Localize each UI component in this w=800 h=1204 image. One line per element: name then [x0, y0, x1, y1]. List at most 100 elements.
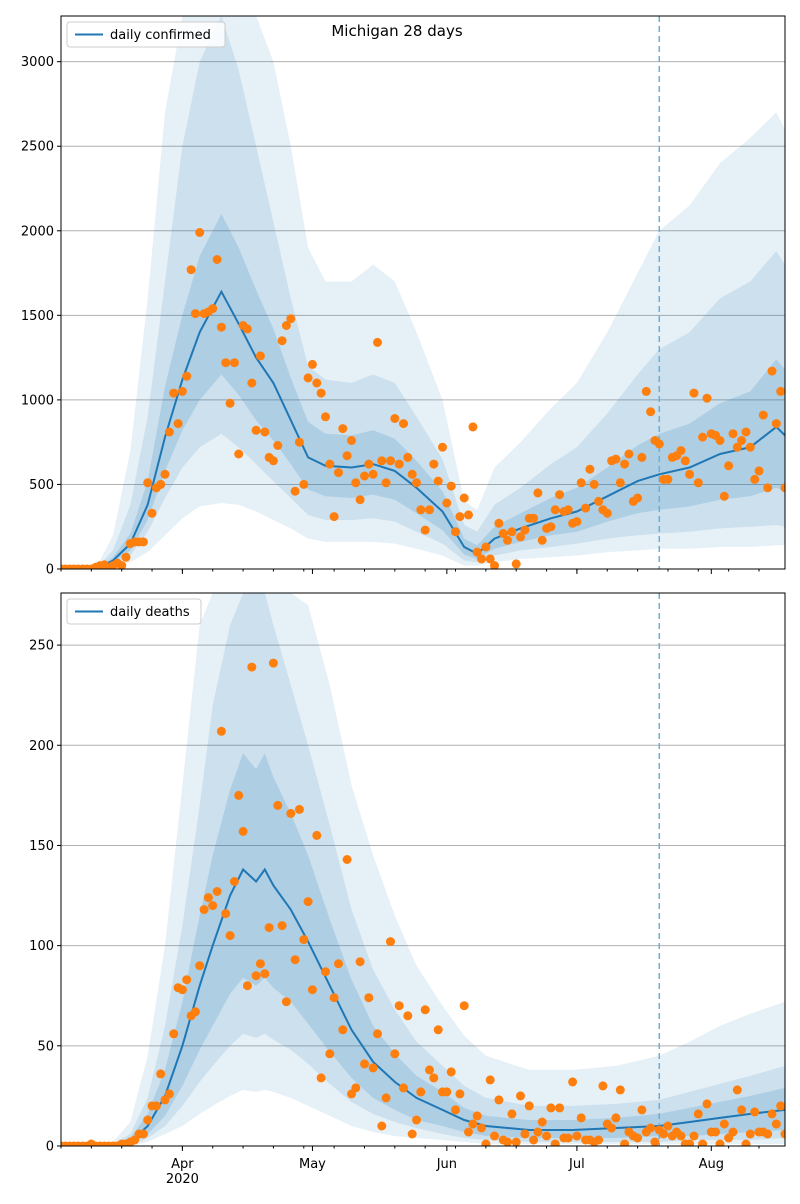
observed-point	[277, 921, 287, 931]
observed-point	[138, 537, 148, 547]
y-tick-label: 50	[37, 1039, 54, 1054]
observed-point	[329, 512, 339, 522]
confidence-band-1	[61, 16, 785, 569]
observed-point	[321, 412, 330, 422]
y-tick-label: 3000	[21, 55, 54, 70]
observed-point	[511, 1137, 521, 1146]
observed-point	[715, 1139, 725, 1146]
observed-point	[620, 459, 630, 469]
observed-point	[594, 496, 604, 506]
y-tick-label: 0	[46, 563, 54, 578]
observed-point	[507, 1109, 517, 1119]
observed-point	[312, 830, 322, 840]
observed-point	[347, 436, 356, 445]
observed-point	[199, 905, 209, 915]
observed-point	[555, 490, 565, 500]
observed-point	[182, 975, 192, 985]
observed-point	[225, 931, 235, 941]
y-tick-label: 150	[29, 839, 54, 854]
observed-point	[399, 1083, 408, 1093]
observed-point	[216, 726, 226, 736]
observed-point	[425, 1065, 434, 1075]
observed-point	[550, 1139, 560, 1146]
observed-point	[537, 1117, 547, 1127]
observed-point	[581, 503, 591, 513]
plot-area	[61, 593, 785, 1146]
observed-point	[299, 479, 309, 489]
observed-point	[767, 1109, 777, 1119]
observed-point	[594, 1135, 604, 1145]
observed-point	[386, 937, 395, 947]
observed-point	[702, 393, 712, 403]
observed-point	[503, 535, 512, 545]
observed-point	[373, 1029, 382, 1039]
observed-point	[121, 552, 131, 562]
observed-point	[268, 456, 278, 466]
observed-point	[663, 474, 673, 484]
observed-point	[529, 513, 539, 523]
observed-point	[381, 478, 391, 488]
observed-point	[334, 468, 343, 478]
observed-point	[307, 359, 317, 369]
observed-point	[277, 336, 287, 346]
observed-point	[325, 1049, 335, 1059]
observed-point	[750, 1107, 760, 1117]
observed-point	[468, 422, 478, 432]
observed-point	[563, 1133, 573, 1143]
observed-point	[442, 1087, 452, 1097]
legend: daily deaths	[66, 598, 202, 625]
confidence-band-3	[61, 213, 785, 569]
observed-point	[273, 800, 283, 810]
observed-point	[689, 388, 699, 398]
observed-point	[407, 1129, 417, 1139]
observed-point	[572, 517, 582, 527]
confidence-band-2	[61, 16, 785, 569]
observed-point	[420, 525, 430, 535]
observed-point	[503, 1137, 512, 1146]
observed-point	[520, 1129, 530, 1139]
observed-point	[745, 1129, 755, 1139]
observed-point	[702, 1099, 712, 1109]
observed-point	[177, 985, 187, 995]
observed-point	[633, 1133, 643, 1143]
y-tick-label: 1000	[21, 393, 54, 408]
observed-point	[221, 358, 231, 368]
observed-point	[377, 1121, 387, 1131]
observed-point	[490, 1131, 499, 1141]
observed-point	[143, 1115, 153, 1125]
x-tick-label: Jun	[436, 1157, 457, 1172]
observed-point	[316, 388, 326, 398]
observed-point	[607, 1123, 617, 1133]
observed-point	[229, 877, 239, 886]
observed-point	[516, 532, 525, 542]
observed-point	[334, 959, 343, 969]
observed-point	[303, 373, 313, 383]
axes-frame	[60, 15, 786, 570]
y-tick-label: 100	[29, 939, 54, 954]
observed-point	[294, 437, 304, 447]
observed-point	[468, 1119, 478, 1129]
observed-point	[771, 1119, 781, 1129]
observed-point	[472, 547, 482, 557]
confidence-band-2	[61, 593, 785, 1146]
observed-point	[451, 527, 460, 537]
observed-point	[299, 935, 309, 945]
observed-point	[390, 1049, 400, 1059]
observed-point	[117, 561, 127, 569]
observed-point	[498, 529, 508, 538]
observed-point	[438, 442, 447, 452]
observed-point	[255, 959, 265, 969]
observed-point	[195, 961, 205, 971]
observed-point	[576, 478, 586, 488]
observed-point	[481, 1139, 491, 1146]
observed-point	[386, 456, 395, 466]
observed-point	[290, 955, 300, 965]
observed-point	[659, 1129, 669, 1139]
observed-point	[212, 255, 222, 264]
observed-point	[360, 471, 369, 481]
observed-point	[234, 449, 244, 459]
observed-point	[494, 1095, 504, 1105]
observed-point	[156, 1069, 166, 1079]
observed-point	[364, 993, 374, 1003]
